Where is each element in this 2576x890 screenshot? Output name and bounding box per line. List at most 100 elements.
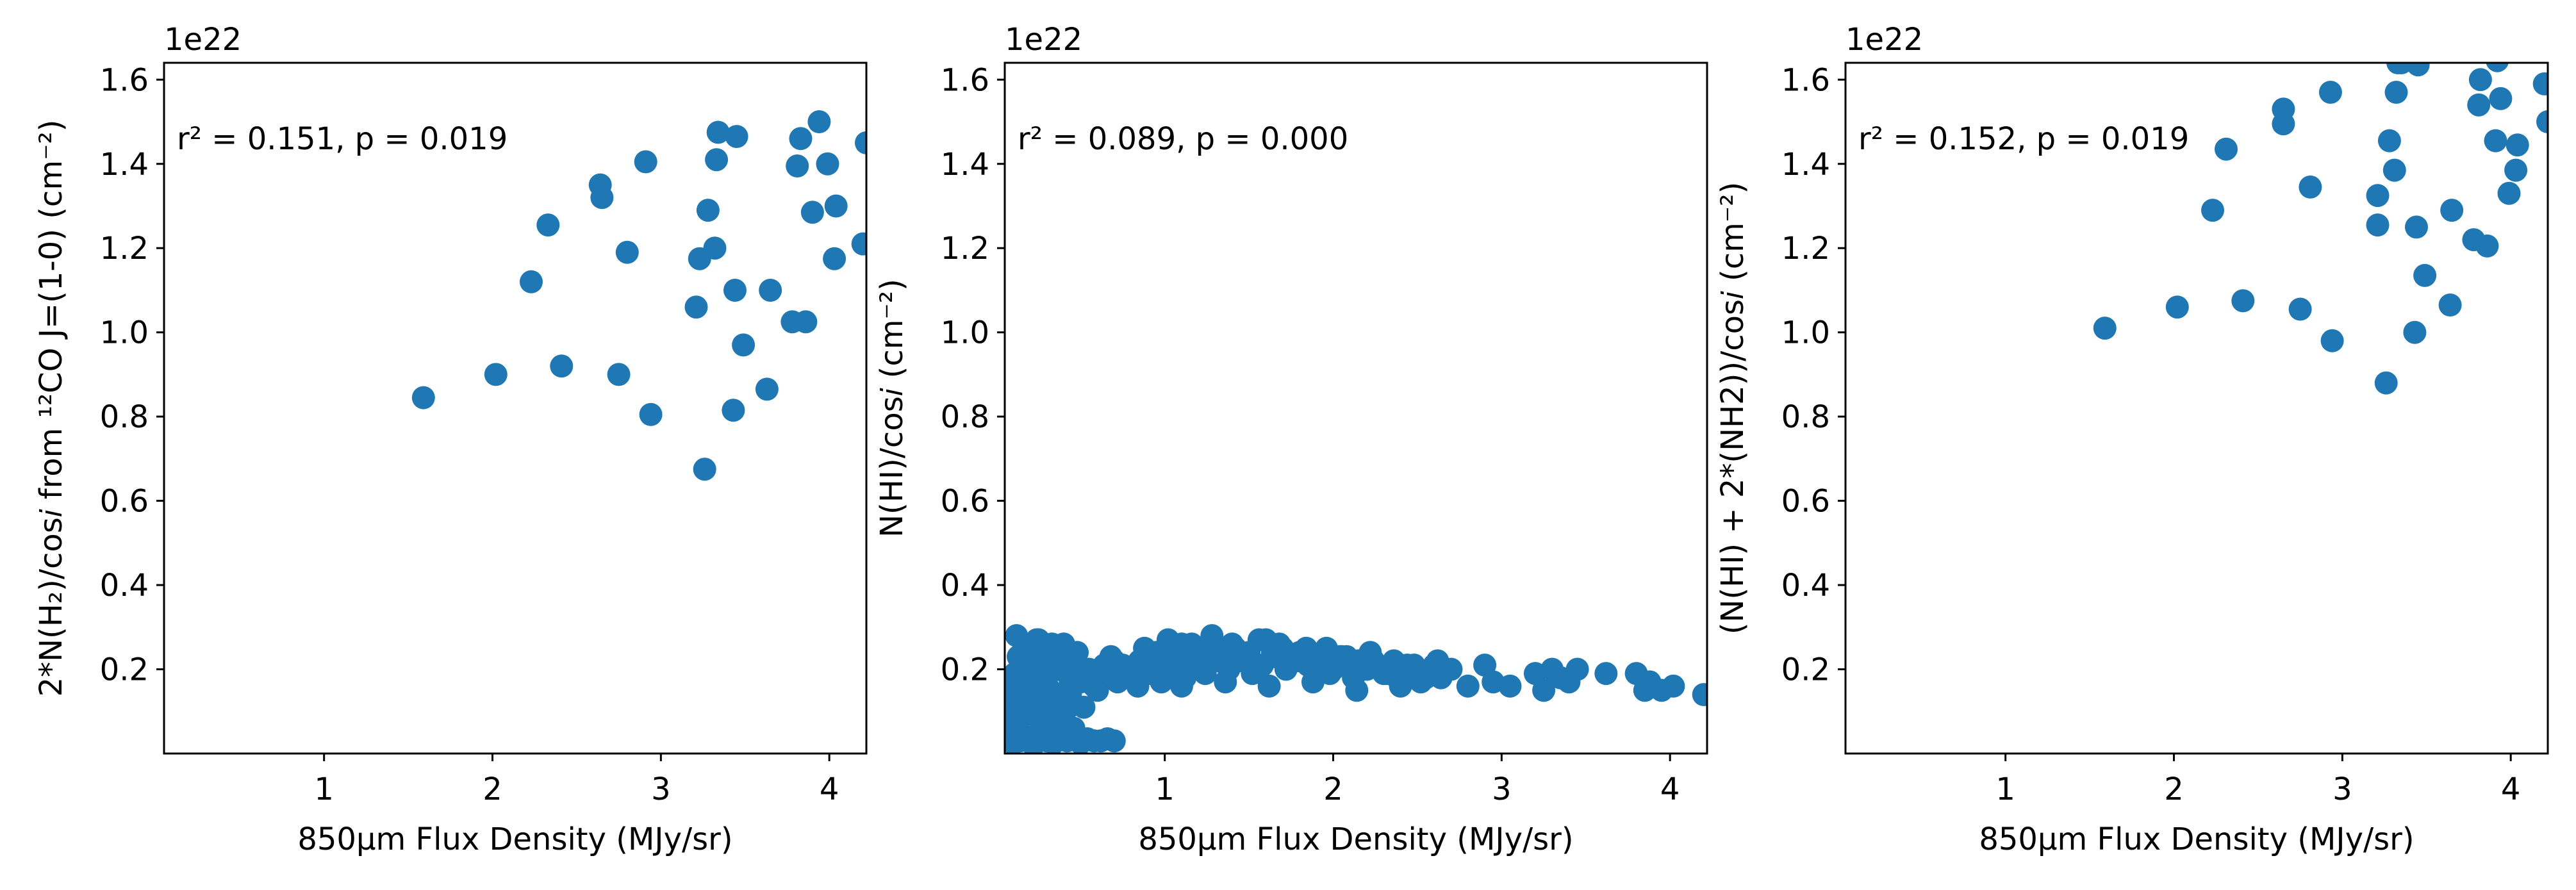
data-point [823, 247, 846, 270]
x-axis-label: 850μm Flux Density (MJy/sr) [297, 821, 732, 857]
data-point [723, 279, 747, 302]
y-tick-label-0-4: 0.4 [100, 568, 149, 604]
data-point [705, 148, 729, 172]
data-point [794, 310, 818, 334]
x-tick-label-2: 2 [483, 771, 502, 807]
data-point [1301, 670, 1325, 694]
data-point [1335, 645, 1358, 668]
data-point [2320, 329, 2344, 352]
scatter-points [2093, 63, 2548, 395]
data-point [1389, 674, 1412, 698]
data-point [755, 377, 779, 401]
data-point [2318, 81, 2342, 104]
data-point [2497, 181, 2521, 205]
data-point [2438, 293, 2462, 317]
data-point [1066, 641, 1089, 664]
y-tick-label-1-4: 1.4 [941, 147, 989, 183]
data-point [759, 279, 782, 302]
data-point [786, 154, 809, 177]
y-tick-label-1-0: 1.0 [941, 315, 989, 351]
x-tick-label-4: 4 [2501, 771, 2521, 807]
data-point [1057, 695, 1080, 719]
y-tick-label-1-6: 1.6 [1781, 62, 1830, 98]
data-point [1102, 729, 1126, 753]
y-tick-label-0-2: 0.2 [941, 652, 989, 688]
data-point [1594, 662, 1618, 686]
y-tick-label-0-6: 0.6 [1781, 484, 1830, 520]
data-point [1005, 624, 1028, 647]
data-point [1358, 641, 1382, 664]
data-point [703, 236, 727, 260]
data-point [851, 232, 866, 256]
y-tick-label-0-8: 0.8 [1781, 399, 1830, 435]
data-point [2475, 234, 2499, 258]
data-point [2366, 184, 2390, 208]
data-point [2201, 199, 2224, 222]
data-point [684, 295, 708, 319]
data-point [520, 270, 543, 293]
y-offset-text: 1e22 [164, 22, 242, 58]
data-point [1045, 654, 1069, 677]
y-tick-label-1-4: 1.4 [1781, 147, 1830, 183]
data-point [824, 194, 848, 218]
data-point [706, 120, 730, 144]
data-point [2489, 87, 2513, 110]
y-tick-label-0-6: 0.6 [100, 484, 149, 520]
data-point [1214, 670, 1237, 694]
data-point [1291, 641, 1315, 664]
x-tick-label-3: 3 [1492, 771, 1512, 807]
y-tick-label-0-4: 0.4 [1781, 568, 1830, 604]
data-point [2231, 289, 2255, 313]
x-tick-label-3: 3 [2332, 771, 2352, 807]
axes-frame [1003, 62, 1708, 755]
data-point [2504, 158, 2528, 182]
data-point [1456, 674, 1480, 698]
data-point [484, 363, 508, 386]
data-point [1180, 632, 1203, 656]
y-tick-label-0-8: 0.8 [100, 399, 149, 435]
data-point [2299, 175, 2322, 199]
data-point [855, 131, 866, 154]
data-point [2382, 158, 2406, 182]
y-offset-text: 1e22 [1845, 22, 1923, 58]
data-point [696, 199, 720, 222]
data-point [536, 213, 560, 237]
data-point [2405, 215, 2428, 239]
y-tick-label-1-0: 1.0 [1781, 315, 1830, 351]
data-point [1498, 674, 1522, 698]
y-tick-label-1-6: 1.6 [941, 62, 989, 98]
data-point [1315, 636, 1338, 660]
data-point [1532, 679, 1556, 702]
data-point [1382, 649, 1406, 673]
x-tick-label-4: 4 [1660, 771, 1680, 807]
data-point [732, 333, 755, 357]
subplot-1: 1 2 3 4 0.2 0.4 0.6 0.8 1.0 1.2 1.4 1.6 1e22 850μm Fl… [33, 22, 868, 857]
data-point [2384, 81, 2408, 104]
axes-frame [1844, 62, 2549, 755]
y-axis-label: N(HI)/cos𝑖 (cm⁻²) [874, 279, 910, 538]
data-point [2377, 129, 2401, 152]
data-point [1086, 679, 1109, 702]
data-point [2272, 112, 2295, 136]
x-axis-label: 850μm Flux Density (MJy/sr) [1138, 821, 1573, 857]
data-point [1267, 632, 1291, 656]
data-point [693, 457, 716, 481]
data-point [607, 363, 631, 386]
data-point [800, 201, 824, 224]
data-point [2374, 371, 2398, 395]
data-point [789, 127, 813, 151]
data-point [550, 354, 574, 378]
data-point [1402, 654, 1426, 677]
data-point [615, 240, 639, 264]
y-tick-label-1-0: 1.0 [100, 315, 149, 351]
axes-frame [163, 62, 868, 755]
stats-annotation: r² = 0.152, p = 0.019 [1858, 121, 2189, 157]
x-tick-label-4: 4 [820, 771, 839, 807]
data-point [722, 399, 745, 422]
data-point [2440, 199, 2464, 222]
data-point [1426, 649, 1449, 673]
data-point [2413, 263, 2437, 287]
y-tick-label-1-2: 1.2 [941, 231, 989, 267]
data-point [816, 152, 839, 176]
